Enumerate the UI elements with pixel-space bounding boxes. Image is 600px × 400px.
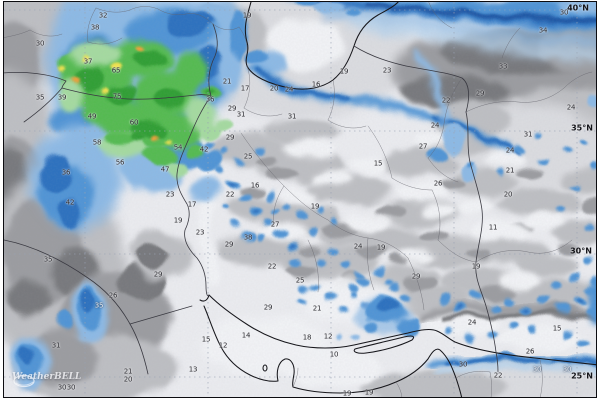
map-frame: [3, 1, 597, 398]
graticule: [4, 2, 596, 397]
